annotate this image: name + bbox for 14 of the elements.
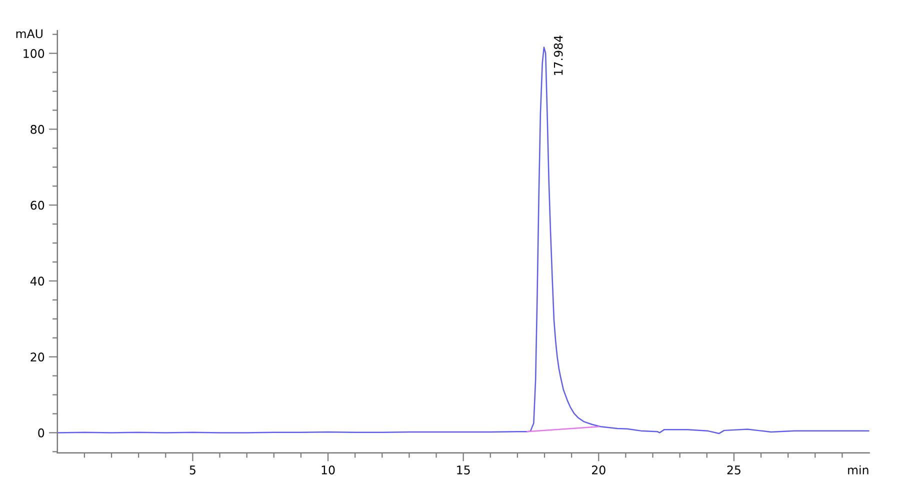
annotation: 17.984 xyxy=(554,36,563,75)
x-tick-label: 10 xyxy=(322,466,335,474)
x-tick-label: 15 xyxy=(457,466,470,474)
y-tick-label: 80 xyxy=(30,124,44,134)
x-tick-label: 5 xyxy=(190,466,196,474)
y-axis-title: mAU xyxy=(16,29,42,38)
x-tick-label: 20 xyxy=(592,466,606,474)
x-axis-title: min xyxy=(848,465,868,474)
x-tick-label: 25 xyxy=(727,466,740,474)
y-tick-label: 20 xyxy=(30,352,44,362)
y-tick-label: 60 xyxy=(30,200,44,210)
y-tick-label: 100 xyxy=(24,49,44,58)
y-tick-label: 0 xyxy=(38,428,44,438)
y-tick-label: 40 xyxy=(30,276,44,286)
